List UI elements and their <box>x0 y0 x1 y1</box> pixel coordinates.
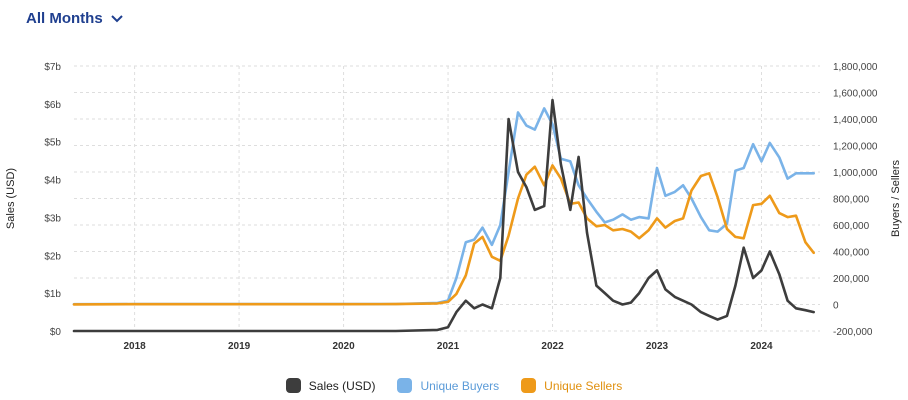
series-line-unique-sellers <box>72 164 816 306</box>
y2-tick-label: 1,600,000 <box>833 89 878 100</box>
x-tick-label: 2023 <box>646 341 669 352</box>
period-dropdown-label: All Months <box>26 10 103 27</box>
y-tick-label: $7b <box>44 62 61 73</box>
legend-label-sales: Sales (USD) <box>308 378 376 393</box>
legend-swatch-sellers <box>521 378 537 393</box>
y-tick-label: $5b <box>44 138 61 149</box>
chart-legend: Sales (USD) Unique Buyers Unique Sellers <box>0 378 908 393</box>
y-tick-label: $3b <box>44 213 61 224</box>
line-chart: 2018 2019 2020 2021 2022 2023 2024 $0 $1b $2b $3b $… <box>5 62 902 352</box>
legend-swatch-sales <box>285 378 301 393</box>
legend-item-sellers[interactable]: Unique Sellers <box>521 378 622 393</box>
y2-tick-label: 200,000 <box>833 274 870 285</box>
y2-tick-label: 800,000 <box>833 195 870 206</box>
series-line-unique-buyers <box>72 107 816 306</box>
legend-item-sales[interactable]: Sales (USD) <box>285 378 376 393</box>
x-tick-label: 2021 <box>437 341 460 352</box>
y-tick-label: $0 <box>50 327 62 338</box>
x-tick-label: 2018 <box>123 341 146 352</box>
x-tick-label: 2019 <box>228 341 251 352</box>
y2-axis-title: Buyers / Sellers <box>890 159 902 237</box>
y2-tick-label: 400,000 <box>833 248 870 259</box>
y2-tick-label: -200,000 <box>833 327 873 338</box>
y2-tick-label: 600,000 <box>833 221 870 232</box>
y-tick-label: $1b <box>44 289 61 300</box>
period-dropdown[interactable]: All Months <box>26 10 123 27</box>
y-tick-label: $4b <box>44 176 61 187</box>
y2-tick-label: 1,400,000 <box>833 115 878 126</box>
y-tick-label: $2b <box>44 251 61 262</box>
y-tick-label: $6b <box>44 100 61 111</box>
y-axis-title: Sales (USD) <box>5 168 17 229</box>
series-line-sales-usd <box>72 98 816 333</box>
y2-tick-label: 0 <box>833 301 839 312</box>
y2-tick-label: 1,800,000 <box>833 62 878 73</box>
chevron-down-icon <box>110 14 123 22</box>
legend-swatch-buyers <box>397 378 413 393</box>
legend-item-buyers[interactable]: Unique Buyers <box>397 378 499 393</box>
x-tick-label: 2020 <box>332 341 355 352</box>
legend-label-sellers: Unique Sellers <box>544 378 623 393</box>
x-tick-label: 2024 <box>750 341 773 352</box>
y2-tick-label: 1,200,000 <box>833 142 878 153</box>
x-tick-label: 2022 <box>541 341 564 352</box>
y2-tick-label: 1,000,000 <box>833 168 878 179</box>
legend-label-buyers: Unique Buyers <box>420 378 500 393</box>
